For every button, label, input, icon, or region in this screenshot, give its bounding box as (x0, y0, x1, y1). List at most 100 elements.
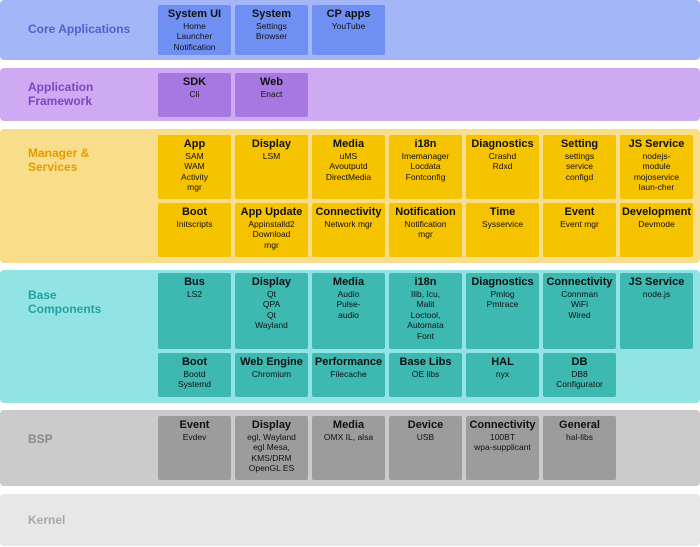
component-box: App Update Appinstalld2 Download mgr (235, 203, 308, 257)
box-title: System (251, 8, 292, 20)
box-item: Download (252, 229, 291, 240)
component-box: Time Sysservice (466, 203, 539, 257)
box-item: Notification (404, 219, 447, 229)
component-box: App SAM WAM Activity mgr (158, 135, 231, 199)
box-title: HAL (491, 356, 514, 368)
box-item: Systemd (177, 379, 212, 390)
box-title: Web (259, 76, 284, 88)
component-box: Event Event mgr (543, 203, 616, 257)
component-box: Display LSM (235, 135, 308, 199)
box-item: LS2 (186, 289, 203, 299)
box-item: settings (564, 151, 595, 161)
component-box: Diagnostics Pmlog Pmtrace (466, 273, 539, 349)
box-item: Pmlog (490, 289, 515, 299)
layer-label: Base Components (28, 288, 101, 316)
component-box: CP apps YouTube (312, 5, 385, 55)
box-item: Connman (561, 289, 598, 299)
box-title: JS Service (628, 138, 685, 150)
component-box: JS Service node.js (620, 273, 693, 349)
component-box: SDK Cli (158, 73, 231, 117)
box-item: configd (565, 171, 594, 182)
box-item: egl, Wayland (247, 432, 296, 442)
component-box: General hal-libs (543, 416, 616, 480)
component-box: Display Qt QPA Qt Wayland (235, 273, 308, 349)
box-title: Diagnostics (471, 276, 534, 288)
box-title: App (183, 138, 206, 150)
label-line: Base (28, 288, 57, 302)
box-item: Devmode (638, 219, 675, 229)
box-title: CP apps (326, 8, 371, 20)
layer: Base Components Bus LS2 Display Qt QPA Qt Waylan… (0, 270, 700, 403)
box-title: Display (251, 419, 292, 431)
box-item: LSM (262, 151, 281, 161)
box-item: Avoutputd (329, 161, 368, 172)
box-item: WAM (184, 161, 205, 172)
layer: Manager & Services App SAM WAM Activity mgr Dis… (0, 129, 700, 263)
box-title: Connectivity (469, 419, 536, 431)
box-item: Notification (173, 41, 216, 52)
box-item: 100BT (489, 432, 516, 442)
component-box: System UI Home Launcher Notification (158, 5, 231, 55)
box-title: Performance (314, 356, 383, 368)
box-item: Cli (189, 89, 200, 99)
component-box: Media OMX IL, alsa (312, 416, 385, 480)
box-title: DB (571, 356, 588, 368)
box-item: WiFi (571, 299, 588, 310)
box-title: Diagnostics (471, 138, 534, 150)
box-title: SDK (182, 76, 207, 88)
box-item: Home (183, 21, 206, 31)
box-title: Bus (184, 276, 205, 288)
box-title: Boot (181, 356, 208, 368)
box-title: i18n (414, 276, 437, 288)
box-item: Crashd (488, 151, 517, 161)
box-item: uMS (339, 151, 358, 161)
component-box: Bus LS2 (158, 273, 231, 349)
box-item: node.js (642, 289, 671, 299)
box-title: Setting (560, 138, 599, 150)
box-title: Time (489, 206, 516, 218)
box-item: DB8 (571, 369, 588, 379)
box-title: Media (332, 419, 365, 431)
box-item: Filecache (330, 369, 367, 379)
box-item: Network mgr (324, 219, 373, 229)
layer-label: Manager & Services (28, 146, 89, 174)
box-item: hal-libs (566, 432, 593, 442)
component-box: i18n Imemanager Locdata Fontconfig (389, 135, 462, 199)
box-title: i18n (414, 138, 437, 150)
box-item: Chromium (251, 369, 292, 379)
box-item: Imemanager (401, 151, 450, 161)
box-title: Connectivity (546, 276, 613, 288)
box-item: Automata (407, 320, 444, 331)
label-line: Core Applications (28, 22, 131, 36)
box-item: KMS/DRM (251, 452, 292, 463)
component-box: Device USB (389, 416, 462, 480)
box-item: Locdata (410, 161, 441, 172)
box-item: SAM (185, 151, 204, 161)
box-item: QPA (262, 299, 281, 310)
box-item: YouTube (331, 21, 366, 31)
component-box: Notification Notification mgr (389, 203, 462, 257)
box-item: Evdev (182, 432, 207, 442)
label-line: Application (28, 80, 94, 94)
box-title: Event (179, 419, 210, 431)
box-item: Qt (267, 289, 276, 299)
component-box: Performance Filecache (312, 353, 385, 397)
box-item: mojoservice (633, 171, 680, 182)
box-item: Loctool, (410, 309, 441, 320)
component-box: HAL nyx (466, 353, 539, 397)
box-item: Wired (568, 309, 591, 320)
component-box: Boot Initscripts (158, 203, 231, 257)
box-item: Configurator (556, 379, 603, 390)
component-box: Base Libs OE libs (389, 353, 462, 397)
box-item: wpa-supplicant (474, 442, 531, 453)
box-item: mgr (418, 229, 433, 240)
box-item: OE libs (411, 369, 440, 379)
layer-label: Core Applications (28, 22, 130, 36)
label-line: Services (28, 160, 78, 174)
box-title: JS Service (628, 276, 685, 288)
box-item: mgr (187, 182, 202, 193)
box-title: Web Engine (240, 356, 303, 368)
box-item: Sysservice (481, 219, 524, 229)
component-box: Display egl, Wayland egl Mesa, KMS/DRM OpenG… (235, 416, 308, 480)
layer-label: Application Framework (28, 80, 93, 108)
